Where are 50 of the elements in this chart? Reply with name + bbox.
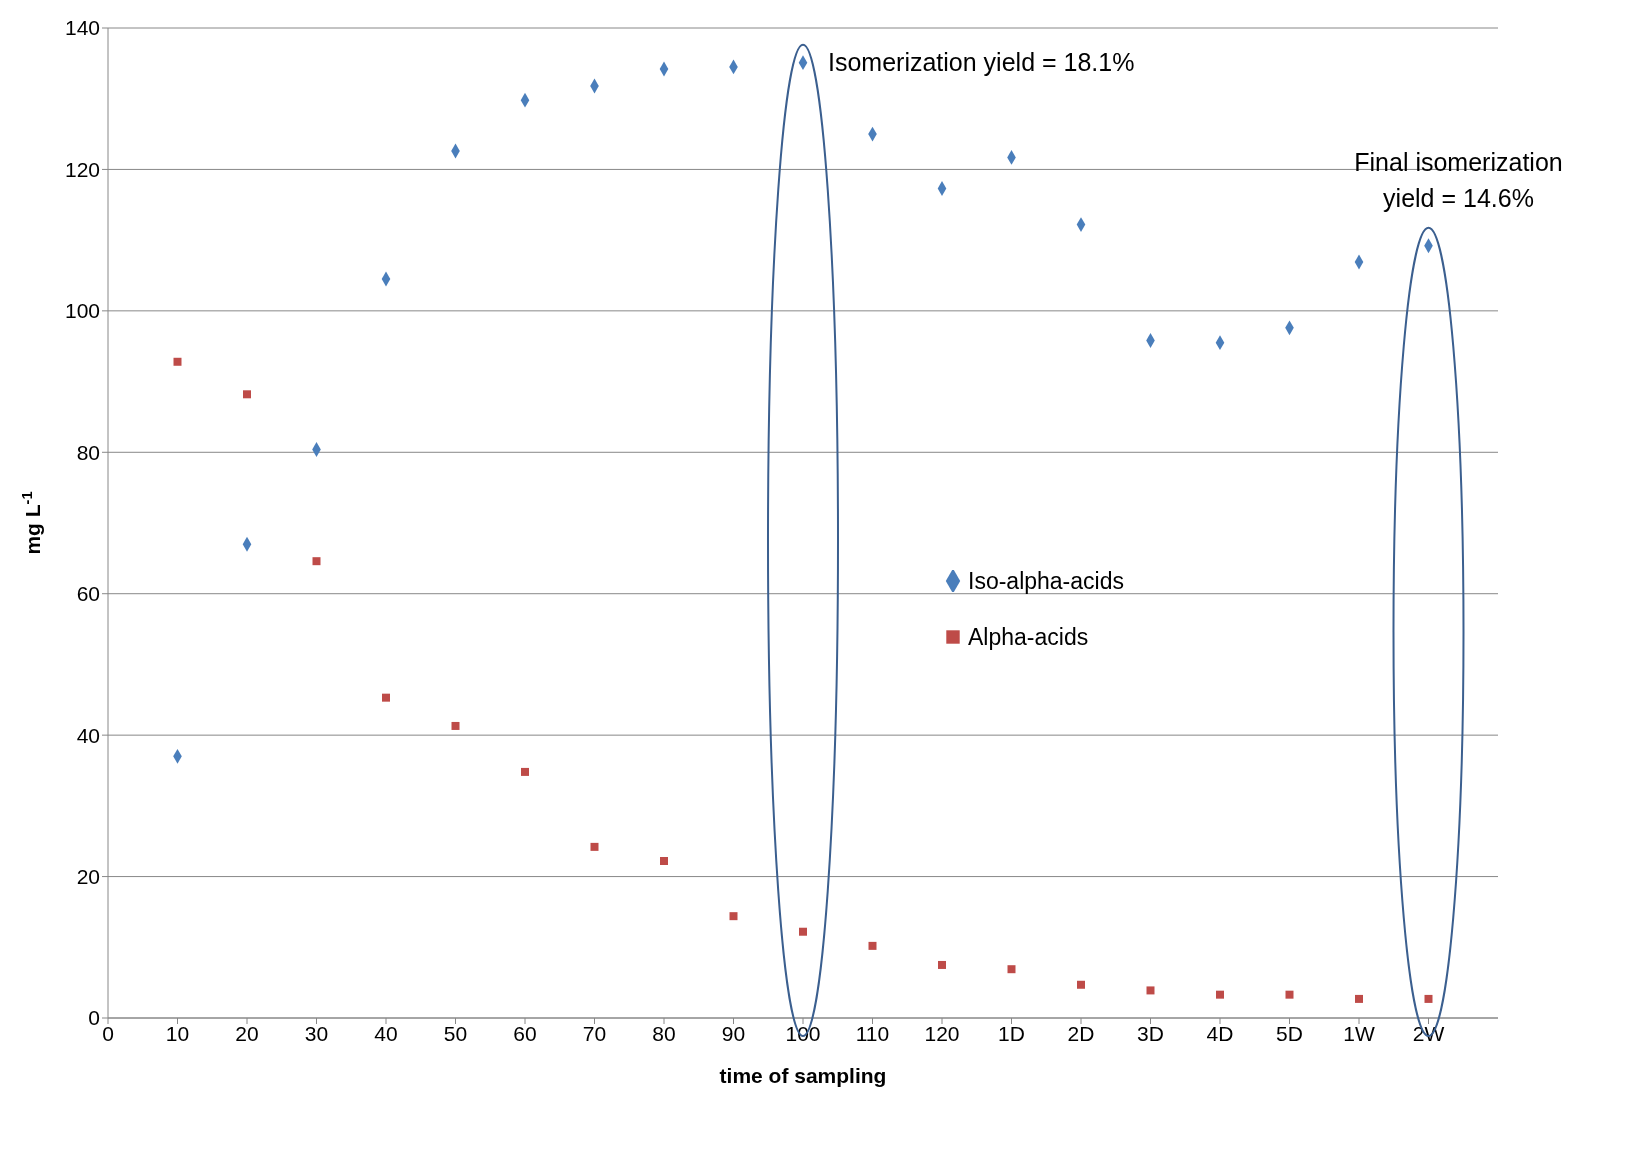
- point: [868, 941, 877, 950]
- y-tick-label: 0: [88, 1006, 100, 1030]
- point: [521, 767, 529, 776]
- point: [1424, 994, 1433, 1003]
- x-axis-title: time of sampling: [719, 1064, 887, 1087]
- y-tick-label: 100: [64, 299, 100, 323]
- point: [451, 721, 460, 730]
- y-tick-label: 60: [76, 582, 100, 606]
- point: [1077, 980, 1085, 989]
- x-tick-label: 30: [304, 1021, 329, 1045]
- point: [590, 842, 599, 851]
- point: [938, 960, 946, 969]
- y-tick-label: 140: [64, 16, 100, 40]
- point: [1285, 990, 1294, 999]
- x-tick-label: 120: [924, 1021, 960, 1045]
- x-tick-label: 90: [721, 1021, 746, 1045]
- y-tick-label: 120: [64, 157, 100, 181]
- x-tick-label: 1W: [1343, 1021, 1375, 1045]
- point: [1007, 965, 1016, 974]
- y-tick-label: 40: [76, 723, 100, 747]
- x-tick-label: 60: [513, 1021, 537, 1045]
- y-tick-label: 80: [76, 440, 100, 464]
- point: [1216, 990, 1224, 999]
- legend-label: Alpha-acids: [968, 622, 1089, 652]
- legend-label: Iso-alpha-acids: [968, 566, 1124, 596]
- point: [799, 927, 807, 936]
- point: [243, 390, 251, 399]
- y-tick-label: 20: [76, 865, 100, 889]
- x-tick-label: 50: [443, 1021, 468, 1045]
- x-tick-label: 110: [855, 1021, 890, 1045]
- point: [312, 557, 321, 566]
- x-tick-label: 40: [374, 1021, 398, 1045]
- point: [729, 912, 738, 921]
- point: [173, 357, 182, 366]
- x-tick-label: 80: [652, 1021, 676, 1045]
- annotation: Final isomerization yield = 14.6%: [1354, 147, 1563, 212]
- point: [1146, 986, 1155, 995]
- x-tick-label: 2D: [1067, 1021, 1095, 1045]
- x-tick-label: 10: [165, 1021, 190, 1045]
- x-tick-label: 100: [785, 1021, 821, 1045]
- point: [1355, 994, 1363, 1003]
- annotation: Isomerization yield = 18.1%: [828, 47, 1135, 76]
- x-tick-label: 1D: [998, 1021, 1025, 1045]
- x-tick-label: 70: [582, 1021, 607, 1045]
- point: [660, 857, 668, 866]
- x-tick-label: 20: [235, 1021, 259, 1045]
- x-tick-label: 3D: [1137, 1021, 1164, 1045]
- point: [382, 693, 390, 702]
- x-tick-label: 4D: [1206, 1021, 1234, 1045]
- x-tick-label: 5D: [1276, 1021, 1303, 1045]
